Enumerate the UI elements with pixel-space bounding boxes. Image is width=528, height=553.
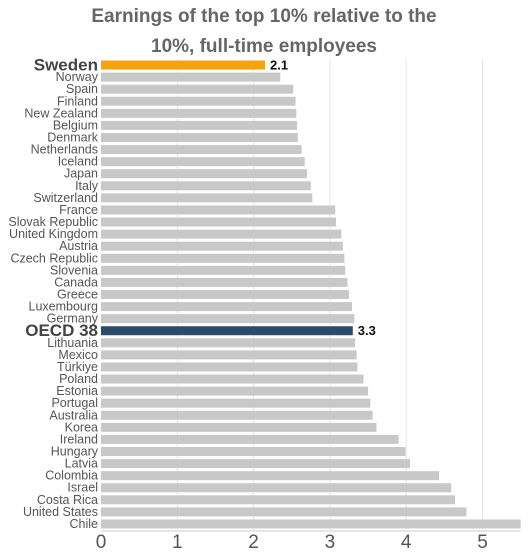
bar-finland [101,96,296,106]
bar-hungary [101,447,406,456]
category-label-spain: Spain [66,82,98,96]
bar-japan [101,169,308,179]
bar-australia [101,410,373,420]
category-label-korea: Korea [65,420,98,434]
category-label-norway: Norway [56,70,99,84]
bar-netherlands [101,145,302,155]
bar-slovak-republic [101,217,337,227]
bar-italy [101,181,311,191]
bar-lithuania [101,338,356,348]
bar-canada [101,277,348,287]
category-label-denmark: Denmark [47,131,98,145]
bar-greece [101,290,349,299]
bar-poland [101,374,364,384]
bar-belgium [101,120,298,130]
category-label-oecd-38: OECD 38 [25,321,98,340]
bar-united-kingdom [101,229,342,239]
category-label-poland: Poland [59,372,98,386]
bar-oecd-38 [101,326,353,336]
value-label-sweden: 2.1 [270,58,288,73]
bar-costa-rica [101,495,456,505]
category-label-portugal: Portugal [51,396,98,410]
bar-chile [101,519,521,529]
bar-korea [101,422,377,432]
x-tick-label-0: 0 [96,532,107,553]
bar-estonia [101,386,369,396]
bar-spain [101,84,294,94]
category-label-lithuania: Lithuania [47,336,98,350]
chart-title-line-2: 10%, full-time employees [151,36,377,57]
bar-norway [101,72,281,82]
category-label-canada: Canada [54,275,98,289]
category-label-united-states: United States [23,505,98,519]
category-label-ireland: Ireland [60,432,98,446]
bar-france [101,205,336,215]
category-label-hungary: Hungary [51,445,99,459]
bar-switzerland [101,193,313,203]
category-label-israel: Israel [67,481,98,495]
bar-sweden [101,60,266,70]
category-label-slovak-republic: Slovak Republic [8,215,98,229]
category-label-colombia: Colombia [45,469,98,483]
bar-germany [101,314,355,324]
bar-slovenia [101,265,346,275]
bar-united-states [101,507,467,517]
category-label-italy: Italy [75,179,99,193]
bar-new-zealand [101,108,297,118]
bar-israel [101,483,452,493]
chart-title-line-1: Earnings of the top 10% relative to the [91,6,437,27]
bar-czech-republic [101,253,345,263]
category-label-mexico: Mexico [58,348,98,362]
category-label-sweden: Sweden [34,56,98,75]
bar-denmark [101,133,298,142]
category-label-luxembourg: Luxembourg [29,300,99,314]
category-label-australia: Australia [49,408,98,422]
category-label-united-kingdom: United Kingdom [9,227,98,241]
category-label-czech-republic: Czech Republic [10,251,98,265]
x-tick-label-4: 4 [401,532,412,553]
x-tick-label-3: 3 [325,532,336,553]
bar-colombia [101,471,440,481]
category-label-finland: Finland [57,94,98,108]
bar-latvia [101,459,411,469]
category-label-costa-rica: Costa Rica [37,493,98,507]
category-label-switzerland: Switzerland [33,191,98,205]
category-label-latvia: Latvia [65,457,98,471]
category-label-iceland: Iceland [58,155,98,169]
category-label-greece: Greece [57,288,98,302]
x-tick-label-1: 1 [172,532,183,553]
category-label-chile: Chile [70,517,99,531]
category-label-t-rkiye: Türkiye [57,360,98,374]
bar-ireland [101,434,399,444]
category-label-japan: Japan [64,167,98,181]
bar-iceland [101,157,305,167]
chart-title: Earnings of the top 10% relative to the … [0,2,528,62]
x-tick-label-5: 5 [477,532,488,553]
value-label-oecd-38: 3.3 [358,323,376,338]
category-label-germany: Germany [47,312,99,326]
category-label-slovenia: Slovenia [50,263,98,277]
category-label-austria: Austria [59,239,98,253]
bar-portugal [101,398,371,408]
x-tick-label-2: 2 [248,532,259,553]
category-label-belgium: Belgium [53,118,98,132]
bar-t-rkiye [101,362,358,372]
category-label-estonia: Estonia [56,384,98,398]
bar-austria [101,241,343,251]
category-label-france: France [59,203,98,217]
category-label-new-zealand: New Zealand [24,106,98,120]
bar-mexico [101,350,357,360]
category-label-netherlands: Netherlands [31,143,98,157]
bar-luxembourg [101,302,353,312]
